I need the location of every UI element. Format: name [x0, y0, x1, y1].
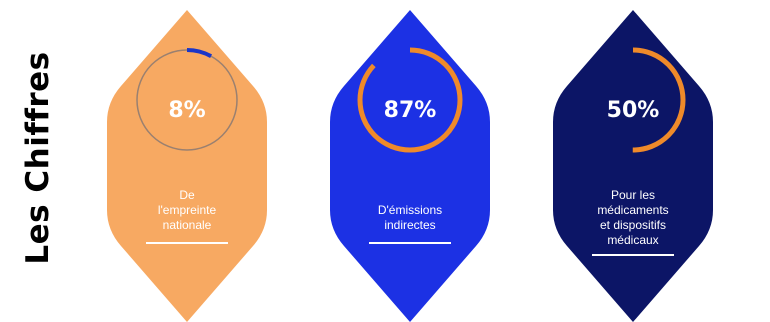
stat-label: D'émissions indirectes	[360, 203, 460, 233]
progress-ring-arc	[357, 47, 463, 153]
label-underline	[592, 254, 674, 256]
stat-value: 8%	[168, 98, 206, 123]
progress-ring	[135, 48, 239, 152]
stat-label-line: Pour les	[610, 188, 656, 202]
hexagon-card-background	[553, 10, 713, 322]
stat-label-line: indirectes	[384, 218, 436, 232]
stat-value: 50%	[606, 98, 660, 123]
stat-label: De l'empreinte nationale	[137, 188, 237, 233]
stat-card-medicines-devices: 50% Pour les médicaments et dispositifs …	[553, 10, 713, 322]
stat-label-line: médicaments	[597, 203, 669, 217]
stat-label-line: nationale	[162, 218, 212, 232]
stat-card-national-footprint: 8% De l'empreinte nationale	[107, 10, 267, 322]
progress-ring-arc	[580, 47, 686, 153]
progress-ring	[580, 47, 686, 153]
progress-ring	[357, 47, 463, 153]
label-underline	[369, 242, 451, 244]
hexagon-card-background	[330, 10, 490, 322]
stat-label-line: et dispositifs	[599, 218, 667, 232]
page-title: Les Chiffres	[20, 51, 56, 265]
progress-ring-arc	[135, 48, 239, 152]
stat-label-line: médicaux	[607, 233, 659, 247]
hexagon-card-background	[107, 10, 267, 322]
stat-label: Pour les médicaments et dispositifs médi…	[583, 188, 683, 248]
label-underline	[146, 242, 228, 244]
stat-label-line: De	[179, 188, 195, 202]
stat-value: 87%	[383, 98, 437, 123]
stat-label-line: l'empreinte	[157, 203, 217, 217]
stat-label-line: D'émissions	[377, 203, 443, 217]
stat-card-indirect-emissions: 87% D'émissions indirectes	[330, 10, 490, 322]
